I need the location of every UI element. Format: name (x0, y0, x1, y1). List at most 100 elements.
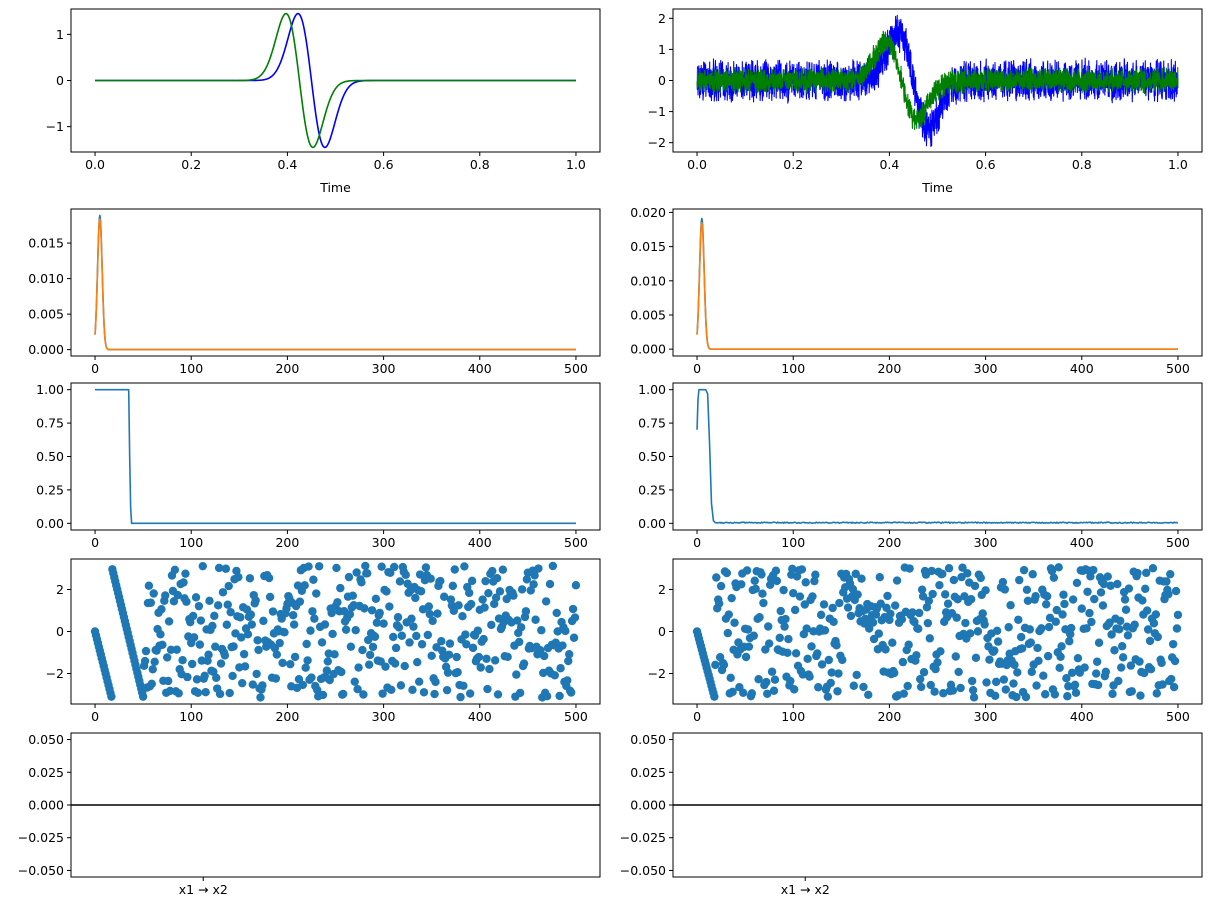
scatter-point (940, 590, 950, 599)
scatter-point (444, 650, 454, 659)
scatter-point (827, 668, 836, 677)
scatter-point (817, 660, 827, 669)
scatter-point (187, 659, 197, 669)
x-tick-label: 100 (781, 361, 805, 376)
scatter-point (852, 670, 861, 680)
y-tick-label: 0.25 (36, 482, 64, 497)
scatter-point (711, 660, 720, 670)
scatter-point (364, 635, 373, 645)
scatter-point (742, 566, 752, 575)
scatter-point (892, 576, 902, 585)
scatter-point (754, 675, 763, 684)
scatter-point (816, 610, 826, 620)
series-line-2 (95, 12, 576, 149)
chart-panel-r4c0: x1 → x2 −0.050 −0.025 0.000 0.025 0.050 (18, 732, 601, 897)
scatter-point (1106, 581, 1115, 590)
scatter-point (1077, 604, 1086, 613)
x-tick-label: 100 (781, 535, 805, 550)
scatter-point (352, 568, 361, 577)
scatter-point (484, 588, 493, 598)
x-tick-label: 0 (91, 361, 99, 376)
scatter-point (936, 647, 945, 656)
scatter-point (1169, 682, 1179, 692)
scatter-point (223, 600, 232, 609)
scatter-point (264, 573, 274, 583)
scatter-point (423, 630, 433, 640)
scatter-point (310, 614, 319, 623)
scatter-point (300, 581, 309, 590)
scatter-point (948, 686, 958, 695)
scatter-point (1042, 592, 1052, 601)
scatter-point (286, 659, 295, 669)
scatter-point (351, 625, 360, 635)
scatter-point (1099, 579, 1109, 589)
scatter-point (229, 642, 238, 651)
x-tick-label: 0.2 (783, 157, 803, 172)
x-tick-label: 500 (564, 709, 588, 724)
scatter-point (493, 690, 503, 699)
scatter-point (952, 613, 961, 622)
scatter-point (935, 580, 944, 590)
scatter-point (295, 597, 305, 606)
scatter-point (968, 685, 978, 695)
axes-frame (672, 382, 1203, 531)
scatter-point (1116, 616, 1125, 626)
scatter-point (954, 667, 963, 677)
scatter-point (512, 670, 521, 679)
scatter-point (1094, 638, 1104, 647)
x-tick-label: 0 (693, 709, 701, 724)
scatter-point (517, 585, 527, 594)
scatter-point (188, 611, 198, 621)
chart-panel-r1c1: 0 100 200 300 400 500 0.000 0.005 0.010 0.015 0.02… (630, 205, 1203, 376)
scatter-point (424, 602, 433, 611)
scatter-point (146, 598, 156, 607)
x-tick-label: x1 → x2 (179, 882, 228, 897)
scatter-point (1017, 644, 1027, 653)
chart-panel-r0c1: 0.0 0.2 0.4 0.6 0.8 1.0 −2 −1 0 1 2 Time (648, 8, 1203, 195)
scatter-point (393, 613, 403, 622)
scatter-point (238, 678, 247, 688)
scatter-point (480, 603, 489, 612)
scatter-point (814, 683, 823, 692)
scatter-point (564, 656, 573, 666)
scatter-point (1050, 690, 1060, 699)
scatter-point (966, 629, 975, 638)
scatter-point (1047, 566, 1057, 576)
scatter-point (482, 654, 491, 663)
scatter-point (417, 640, 427, 649)
scatter-point (375, 608, 384, 618)
y-tick-label: 0.75 (638, 416, 666, 431)
scatter-point (459, 681, 468, 690)
series-line-2 (696, 30, 1179, 131)
scatter-point (970, 581, 980, 591)
scatter-point (1019, 565, 1029, 575)
scatter-point (519, 659, 529, 668)
scatter-point (1070, 680, 1080, 690)
scatter-point (476, 663, 485, 672)
scatter-point (807, 642, 816, 651)
x-axis-label: Time (319, 180, 351, 195)
scatter-point (835, 598, 844, 608)
scatter-point (961, 618, 970, 628)
scatter-point (1164, 590, 1173, 599)
scatter-point (416, 587, 426, 596)
series-line-2 (94, 218, 577, 351)
scatter-point (1080, 663, 1089, 672)
y-tick-label: 0.75 (36, 416, 64, 431)
scatter-point (791, 649, 801, 658)
scatter-point (1010, 660, 1019, 670)
scatter-point (247, 620, 257, 629)
y-tick-label: −1 (648, 104, 666, 119)
scatter-point (344, 572, 354, 582)
scatter-point (1113, 579, 1122, 589)
scatter-point (172, 645, 181, 654)
scatter-point (749, 631, 758, 640)
scatter-point (192, 675, 202, 684)
scatter-point (851, 569, 860, 579)
scatter-point (449, 606, 458, 615)
scatter-point (890, 668, 899, 678)
scatter-point (183, 672, 192, 682)
scatter-point (513, 616, 522, 625)
scatter-point (234, 572, 243, 582)
scatter-point (899, 689, 909, 698)
